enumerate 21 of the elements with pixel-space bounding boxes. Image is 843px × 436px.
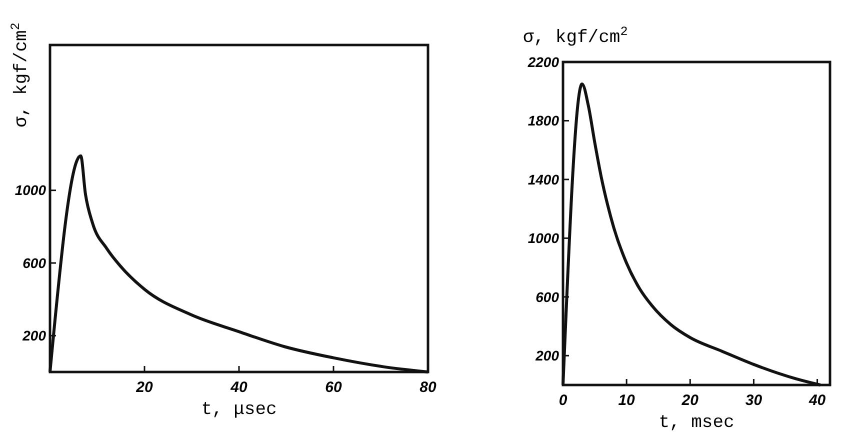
y-tick-label: 600 bbox=[536, 288, 560, 305]
x-tick-label: 30 bbox=[745, 392, 763, 409]
x-tick-label: 40 bbox=[230, 379, 248, 396]
x-tick-label: 60 bbox=[325, 379, 342, 396]
x-tick-label: 0 bbox=[558, 392, 568, 409]
y-tick-label: 2200 bbox=[526, 54, 560, 70]
y-tick-label: 1000 bbox=[528, 230, 560, 246]
y-tick-label: 600 bbox=[22, 254, 46, 271]
x-tick-label: 20 bbox=[680, 392, 700, 409]
x-tick-label: 20 bbox=[135, 379, 154, 396]
x-tick-label: 40 bbox=[808, 392, 826, 409]
y-tick-label: 200 bbox=[22, 328, 46, 344]
y-axis-title: σ, kgf/cm$^{2}$ bbox=[523, 25, 628, 48]
y-tick-label: 200 bbox=[534, 348, 560, 364]
x-axis-title: t, μsec bbox=[201, 400, 277, 420]
x-tick-label: 10 bbox=[618, 392, 636, 409]
y-tick-label: 1400 bbox=[528, 171, 560, 188]
y-tick-label: 1800 bbox=[528, 112, 560, 129]
x-tick-label: 80 bbox=[420, 379, 437, 396]
y-tick-label: 1000 bbox=[14, 182, 46, 198]
x-axis-title: t, msec bbox=[658, 413, 734, 433]
